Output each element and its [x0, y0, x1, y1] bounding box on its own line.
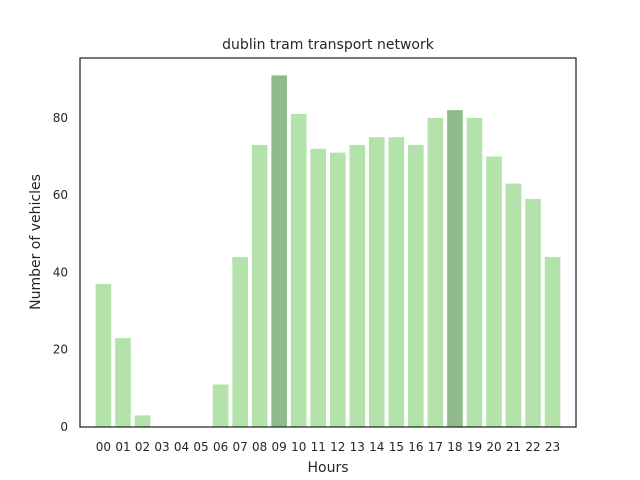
- x-tick-label: 22: [525, 440, 540, 454]
- x-tick-label: 01: [115, 440, 130, 454]
- bar-19: [466, 117, 483, 427]
- x-tick-label: 23: [545, 440, 560, 454]
- x-tick-label: 08: [252, 440, 267, 454]
- x-tick-label: 11: [311, 440, 326, 454]
- bar-09: [271, 75, 287, 427]
- x-tick-label: 04: [174, 440, 189, 454]
- x-tick-label: 13: [350, 440, 365, 454]
- bar-07: [232, 256, 248, 427]
- x-tick-label: 05: [193, 440, 208, 454]
- bar-15: [388, 137, 405, 427]
- x-tick-label: 03: [154, 440, 169, 454]
- bar-17: [427, 117, 444, 427]
- x-tick-label: 07: [232, 440, 247, 454]
- x-tick-label: 18: [447, 440, 462, 454]
- y-tick-label: 0: [60, 420, 68, 434]
- x-tick-label: 06: [213, 440, 228, 454]
- chart-title: dublin tram transport network: [222, 37, 435, 53]
- y-tick-label: 40: [53, 265, 68, 279]
- bar-18: [447, 110, 463, 427]
- bar-23: [544, 256, 561, 427]
- bar-20: [486, 156, 502, 427]
- bar-12: [329, 152, 346, 427]
- x-tick-label: 00: [96, 440, 111, 454]
- x-ticks-group: 00 01 02 03 04 05 06 07 08 09 10 11 12 13 14 15 16 17 18 19…: [96, 440, 560, 454]
- bar-14: [369, 137, 385, 427]
- bar-01: [115, 338, 131, 427]
- y-ticks-group: 0 20 40 60 80: [53, 111, 68, 434]
- y-tick-label: 60: [53, 188, 68, 202]
- y-tick-label: 20: [53, 343, 68, 357]
- bar-00: [95, 284, 112, 427]
- x-tick-label: 10: [291, 440, 306, 454]
- bar-02: [134, 415, 151, 427]
- plot-frame: [79, 57, 577, 428]
- x-tick-label: 12: [330, 440, 345, 454]
- x-tick-label: 14: [369, 440, 384, 454]
- x-tick-label: 15: [389, 440, 404, 454]
- x-tick-label: 21: [506, 440, 521, 454]
- bars-group: [95, 75, 561, 428]
- bar-08: [251, 144, 268, 427]
- y-axis-label: Number of vehicles: [28, 174, 44, 310]
- y-tick-label: 80: [53, 111, 68, 125]
- x-axis-label: Hours: [307, 460, 348, 476]
- bar-06: [212, 384, 229, 427]
- x-tick-label: 16: [408, 440, 423, 454]
- bar-16: [408, 144, 424, 427]
- x-tick-label: 20: [486, 440, 501, 454]
- bar-21: [505, 183, 522, 427]
- x-tick-label: 17: [428, 440, 443, 454]
- bar-11: [310, 148, 327, 428]
- bar-13: [349, 144, 366, 427]
- x-tick-label: 02: [135, 440, 150, 454]
- x-tick-label: 19: [467, 440, 482, 454]
- bar-22: [525, 199, 541, 427]
- bar-10: [290, 114, 307, 427]
- x-tick-label: 09: [272, 440, 287, 454]
